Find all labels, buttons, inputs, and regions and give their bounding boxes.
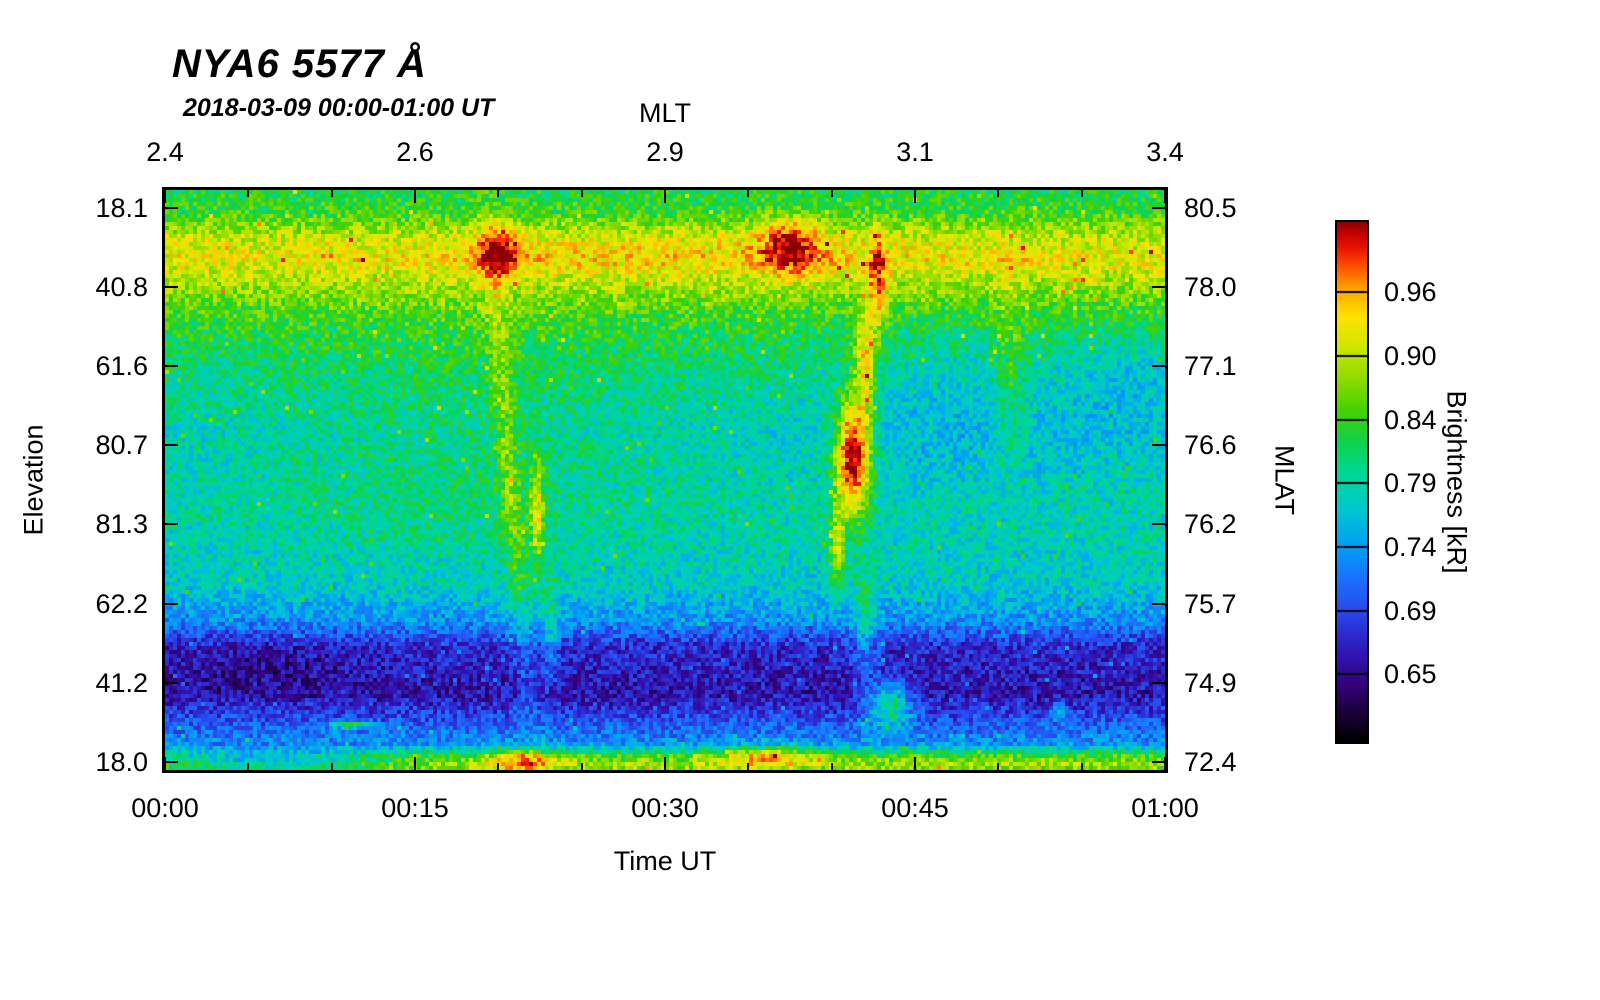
heatmap-canvas	[165, 190, 1165, 770]
tick-mark	[664, 757, 666, 770]
tick-mark	[414, 190, 416, 203]
colorbar-tick-label: 0.65	[1384, 659, 1437, 690]
tick-mark	[165, 206, 178, 209]
bottom-axis-title: Time UT	[613, 846, 717, 876]
colorbar	[1335, 220, 1369, 744]
mlt-tick-label: 3.4	[1146, 137, 1184, 167]
mlt-tick-label: 2.4	[146, 137, 184, 167]
tick-mark	[830, 190, 833, 197]
tick-mark	[914, 757, 916, 770]
tick-mark	[1080, 763, 1083, 770]
tick-mark	[1152, 444, 1165, 447]
mlat-tick-label: 76.6	[1184, 430, 1237, 461]
elevation-tick-label: 40.8	[95, 272, 148, 303]
mlt-tick-label: 2.9	[646, 137, 684, 167]
tick-mark	[1152, 523, 1165, 526]
colorbar-tick-label: 0.74	[1384, 532, 1437, 562]
tick-mark	[165, 444, 178, 447]
tick-mark	[165, 760, 178, 763]
left-axis-title: Elevation	[18, 424, 49, 536]
tick-mark	[1164, 757, 1166, 770]
tick-mark	[165, 602, 178, 605]
colorbar-tick-label: 0.96	[1384, 277, 1437, 308]
colorbar-tick-label: 0.79	[1384, 468, 1437, 499]
time-tick-label: 00:45	[881, 793, 949, 823]
mlat-tick-label: 75.7	[1184, 588, 1237, 619]
elevation-tick-label: 18.1	[95, 192, 148, 223]
tick-mark	[914, 190, 916, 203]
figure-title: NYA6 5577 Å	[172, 42, 427, 86]
tick-mark	[664, 190, 666, 203]
colorbar-tick-label: 0.84	[1384, 404, 1437, 435]
tick-mark	[1152, 286, 1165, 289]
tick-mark	[1080, 190, 1083, 197]
time-tick-label: 01:00	[1131, 793, 1199, 823]
time-tick-label: 00:00	[131, 793, 199, 823]
tick-mark	[997, 190, 1000, 197]
tick-mark	[580, 190, 583, 197]
tick-mark	[165, 286, 178, 289]
tick-mark	[165, 365, 178, 368]
tick-mark	[414, 757, 416, 770]
mlt-tick-label: 3.1	[896, 137, 934, 167]
tick-mark	[747, 763, 750, 770]
right-axis-title: MLAT	[1269, 444, 1300, 516]
tick-mark	[164, 757, 166, 770]
tick-mark	[1152, 760, 1165, 763]
tick-mark	[165, 681, 178, 684]
tick-mark	[247, 190, 250, 197]
mlat-tick-label: 74.9	[1184, 667, 1237, 698]
colorbar-tick-label: 0.90	[1384, 340, 1437, 371]
elevation-tick-label: 61.6	[95, 351, 148, 382]
elevation-tick-label: 18.0	[95, 746, 148, 777]
tick-mark	[164, 190, 166, 203]
top-axis-title: MLT	[639, 98, 691, 128]
elevation-tick-label: 62.2	[95, 588, 148, 619]
tick-mark	[330, 190, 333, 197]
tick-mark	[580, 763, 583, 770]
time-tick-label: 00:30	[631, 793, 699, 823]
tick-mark	[1152, 681, 1165, 684]
elevation-tick-label: 81.3	[95, 509, 148, 540]
tick-mark	[1152, 365, 1165, 368]
mlat-tick-label: 80.5	[1184, 192, 1237, 223]
colorbar-title: Brightness [kR]	[1441, 390, 1472, 574]
colorbar-canvas	[1337, 222, 1367, 742]
tick-mark	[1152, 602, 1165, 605]
time-tick-label: 00:15	[381, 793, 449, 823]
figure-subtitle: 2018-03-09 00:00-01:00 UT	[183, 94, 495, 122]
colorbar-tick-label: 0.69	[1384, 595, 1437, 626]
heatmap-plot-area	[162, 187, 1168, 773]
elevation-tick-label: 80.7	[95, 430, 148, 461]
mlat-tick-label: 72.4	[1184, 746, 1237, 777]
tick-mark	[997, 763, 1000, 770]
mlat-tick-label: 77.1	[1184, 351, 1237, 382]
mlat-tick-label: 76.2	[1184, 509, 1237, 540]
mlt-tick-label: 2.6	[396, 137, 434, 167]
tick-mark	[1164, 190, 1166, 203]
tick-mark	[165, 523, 178, 526]
tick-mark	[747, 190, 750, 197]
tick-mark	[497, 763, 500, 770]
mlat-tick-label: 78.0	[1184, 272, 1237, 303]
tick-mark	[830, 763, 833, 770]
tick-mark	[1152, 206, 1165, 209]
elevation-tick-label: 41.2	[95, 667, 148, 698]
tick-mark	[497, 190, 500, 197]
tick-mark	[330, 763, 333, 770]
tick-mark	[247, 763, 250, 770]
